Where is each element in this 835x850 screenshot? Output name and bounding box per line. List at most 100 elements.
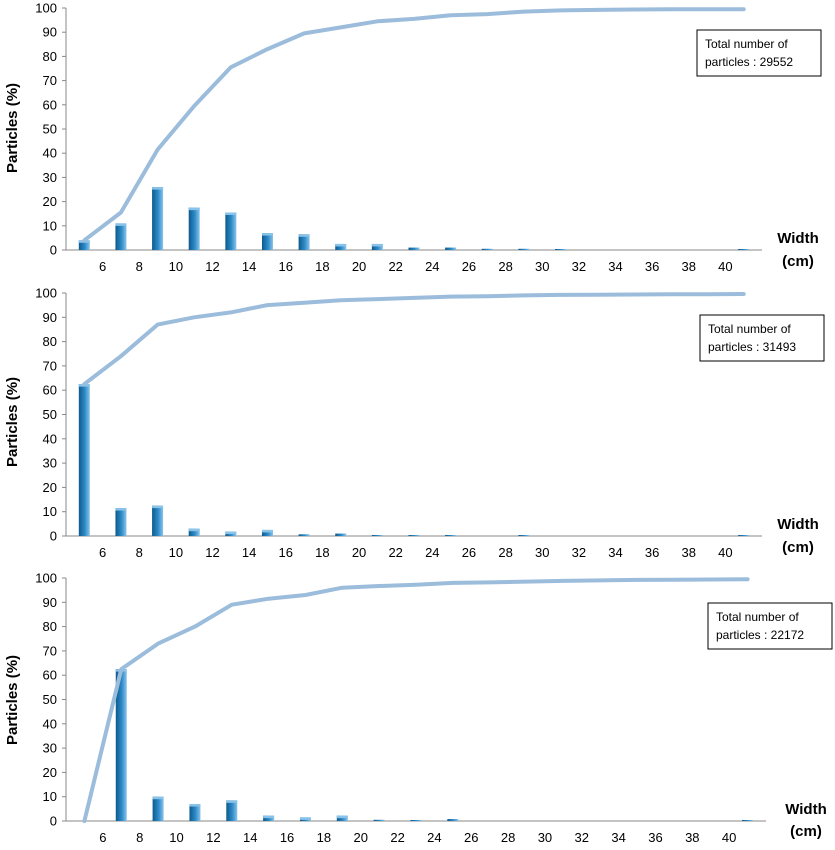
x-tick-label: 14	[242, 545, 256, 560]
y-tick-label: 80	[43, 49, 57, 64]
bar	[335, 533, 347, 536]
bar	[408, 247, 420, 250]
bar-top-highlight	[261, 529, 273, 533]
bar-top-highlight	[189, 803, 201, 807]
x-axis-title-line-1: Width	[777, 516, 819, 533]
total-count-line-1: Total number of	[708, 322, 791, 336]
bar	[189, 803, 201, 821]
y-axis-title: Particles (%)	[4, 655, 21, 745]
cumulative-line	[82, 577, 750, 823]
bar-top-highlight	[225, 212, 237, 215]
bar	[188, 528, 200, 536]
y-axis-title: Particles (%)	[4, 83, 21, 173]
total-count-line-1: Total number of	[716, 610, 799, 624]
x-tick-label: 26	[462, 545, 476, 560]
total-count-line-2: particles : 29552	[705, 55, 793, 69]
x-tick-label: 16	[279, 545, 293, 560]
bar	[738, 535, 750, 536]
y-tick-label: 0	[50, 529, 57, 544]
x-tick-label: 24	[425, 545, 439, 560]
bar	[263, 815, 275, 821]
y-tick-label: 80	[43, 619, 57, 634]
bar	[115, 669, 127, 821]
y-tick-label: 30	[43, 456, 57, 471]
total-count-box	[699, 314, 825, 362]
bar	[518, 248, 530, 250]
bar	[336, 815, 348, 821]
y-tick-label: 100	[35, 286, 57, 301]
bar	[152, 796, 164, 821]
x-tick-label: 38	[682, 259, 696, 274]
bar	[555, 249, 567, 250]
bar-top-highlight	[115, 223, 127, 226]
y-tick-label: 70	[43, 643, 57, 658]
x-axis-title-line-1: Width	[785, 801, 827, 818]
x-tick-label: 34	[608, 545, 622, 560]
bar	[445, 535, 457, 536]
bar	[371, 535, 383, 536]
x-tick-label: 6	[99, 830, 106, 845]
x-tick-label: 32	[575, 830, 589, 845]
bar	[742, 820, 754, 821]
bar-top-highlight	[225, 531, 237, 535]
x-tick-label: 8	[136, 259, 143, 274]
x-axis-title-line-2: (cm)	[790, 823, 822, 840]
bar-top-highlight	[152, 187, 164, 190]
cumulative-line	[82, 292, 746, 387]
y-tick-label: 70	[43, 73, 57, 88]
x-tick-label: 6	[99, 259, 106, 274]
bar	[371, 243, 383, 250]
x-tick-label: 12	[205, 545, 219, 560]
x-tick-label: 20	[352, 545, 366, 560]
bar	[78, 240, 90, 250]
bar-top-highlight	[299, 817, 311, 820]
bar-top-highlight	[152, 505, 164, 509]
bar	[410, 820, 422, 821]
bar-top-highlight	[226, 800, 238, 803]
bar	[78, 384, 90, 536]
total-count-box	[696, 29, 822, 77]
x-tick-label: 36	[645, 259, 659, 274]
chart-panel-1: 0 10 20 30 40 50 60 70 80 90 100 6 8 10 12 14 16 18 20 22 24…	[4, 1, 822, 274]
x-tick-label: 12	[205, 259, 219, 274]
total-count-box	[707, 602, 833, 650]
x-tick-label: 12	[206, 830, 220, 845]
y-tick-label: 10	[43, 504, 57, 519]
bar	[481, 248, 493, 250]
x-tick-label: 20	[354, 830, 368, 845]
bar	[518, 535, 530, 536]
bar-top-highlight	[263, 815, 275, 819]
y-tick-label: 20	[43, 194, 57, 209]
x-tick-label: 10	[169, 259, 183, 274]
x-tick-label: 26	[462, 259, 476, 274]
chart-panel-2: 0 10 20 30 40 50 60 70 80 90 100 6 8 10 12 14 16 18 20 22 24…	[4, 286, 825, 560]
x-tick-label: 14	[243, 830, 257, 845]
y-tick-label: 0	[50, 814, 57, 829]
bar	[447, 819, 459, 821]
bar	[738, 249, 750, 250]
bar	[261, 233, 273, 250]
y-tick-label: 10	[43, 218, 57, 233]
x-tick-label: 28	[498, 545, 512, 560]
x-tick-label: 16	[280, 830, 294, 845]
bar	[335, 243, 347, 250]
bar-top-highlight	[298, 234, 310, 237]
bar	[373, 819, 385, 821]
x-tick-label: 28	[498, 259, 512, 274]
y-tick-label: 40	[43, 146, 57, 161]
bar-top-highlight	[188, 528, 200, 532]
x-axis-title-line-2: (cm)	[782, 253, 814, 270]
bar	[408, 535, 420, 536]
bar	[152, 505, 164, 536]
x-tick-label: 26	[464, 830, 478, 845]
x-axis-title-line-2: (cm)	[782, 539, 814, 556]
bar	[261, 529, 273, 536]
y-tick-label: 10	[43, 789, 57, 804]
x-tick-label: 16	[279, 259, 293, 274]
x-tick-label: 18	[315, 545, 329, 560]
x-tick-label: 22	[388, 545, 402, 560]
y-tick-label: 20	[43, 480, 57, 495]
x-tick-label: 28	[501, 830, 515, 845]
x-tick-label: 32	[572, 545, 586, 560]
y-tick-label: 60	[43, 383, 57, 398]
